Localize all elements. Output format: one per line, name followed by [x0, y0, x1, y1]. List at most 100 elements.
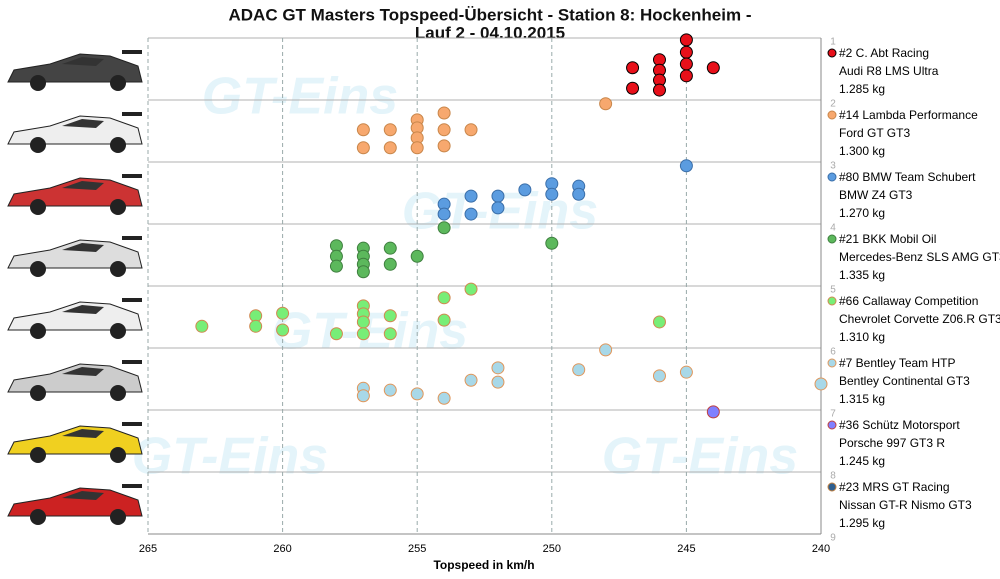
car-wing [122, 422, 142, 426]
car-wheel [110, 385, 126, 401]
point [356, 315, 370, 329]
legend-weight: 1.270 kg [839, 206, 885, 220]
y-tick-label: 3 [830, 161, 836, 172]
car-wing [122, 236, 142, 240]
car-window [62, 305, 104, 314]
point [437, 221, 451, 235]
legend-marker [827, 110, 837, 120]
legend-label: #14 Lambda Performance [839, 108, 978, 122]
legend-label: #36 Schütz Motorsport [839, 418, 960, 432]
point [356, 141, 370, 155]
point [679, 45, 693, 59]
car-image [7, 50, 143, 91]
point [383, 257, 397, 271]
point [491, 201, 505, 215]
point [356, 123, 370, 137]
point [679, 159, 693, 173]
car-wing [122, 360, 142, 364]
car-window [62, 243, 104, 252]
point [329, 259, 343, 273]
point [437, 106, 451, 120]
legend-car: Bentley Continental GT3 [839, 374, 970, 388]
car-image [7, 236, 143, 277]
car-window [62, 119, 104, 128]
point [437, 139, 451, 153]
legend-label: #80 BMW Team Schubert [839, 170, 976, 184]
point [706, 61, 720, 75]
car-window [62, 491, 104, 500]
legend-car: Chevrolet Corvette Z06.R GT3 [839, 312, 1000, 326]
legend-weight: 1.315 kg [839, 392, 885, 406]
point [383, 141, 397, 155]
point [545, 187, 559, 201]
point [410, 249, 424, 263]
chart-title: Lauf 2 - 04.10.2015 [415, 23, 565, 42]
x-tick-label: 245 [677, 543, 695, 555]
point [545, 236, 559, 250]
point [437, 391, 451, 405]
point [706, 405, 720, 419]
point [679, 69, 693, 83]
watermark: GT-Eins [202, 68, 398, 126]
point [383, 241, 397, 255]
car-body [7, 239, 143, 269]
car-window [62, 57, 104, 66]
point [626, 81, 640, 95]
legend-car: BMW Z4 GT3 [839, 188, 913, 202]
car-body [7, 115, 143, 145]
point [652, 369, 666, 383]
y-tick-label: 7 [830, 409, 836, 420]
y-tick-label: 9 [830, 533, 836, 544]
point [464, 373, 478, 387]
point [814, 377, 828, 391]
y-tick-label: 2 [830, 99, 836, 110]
point [491, 189, 505, 203]
car-wheel [30, 447, 46, 463]
car-wheel [30, 199, 46, 215]
car-image [7, 422, 143, 463]
legend-weight: 1.310 kg [839, 330, 885, 344]
point [679, 33, 693, 47]
legend-marker [827, 48, 837, 58]
point [356, 265, 370, 279]
legend-car: Ford GT GT3 [839, 126, 910, 140]
legend-label: #66 Callaway Competition [839, 294, 978, 308]
legend-marker [827, 482, 837, 492]
point [383, 309, 397, 323]
x-tick-label: 260 [273, 543, 291, 555]
car-image [7, 174, 143, 215]
car-wing [122, 484, 142, 488]
car-wheel [30, 323, 46, 339]
car-body [7, 363, 143, 393]
car-wheel [110, 137, 126, 153]
legend-marker [827, 358, 837, 368]
point [491, 361, 505, 375]
point [383, 383, 397, 397]
point [276, 306, 290, 320]
legend-weight: 1.295 kg [839, 516, 885, 530]
point [383, 123, 397, 137]
car-wing [122, 50, 142, 54]
point [437, 123, 451, 137]
legend-marker [827, 420, 837, 430]
y-tick-label: 1 [830, 37, 836, 48]
legend-weight: 1.245 kg [839, 454, 885, 468]
legend-weight: 1.335 kg [839, 268, 885, 282]
legend-label: #23 MRS GT Racing [839, 480, 950, 494]
watermark: GT-Eins [272, 303, 468, 361]
car-wheel [110, 323, 126, 339]
chart-title: ADAC GT Masters Topspeed-Übersicht - Sta… [229, 5, 752, 24]
point [276, 323, 290, 337]
point [356, 389, 370, 403]
legend-car: Porsche 997 GT3 R [839, 436, 945, 450]
car-wheel [110, 75, 126, 91]
car-wheel [30, 137, 46, 153]
car-image [7, 298, 143, 339]
legend-car: Nissan GT-R Nismo GT3 [839, 498, 972, 512]
point [464, 282, 478, 296]
car-body [7, 425, 143, 455]
point [518, 183, 532, 197]
point [437, 207, 451, 221]
car-wheel [30, 261, 46, 277]
